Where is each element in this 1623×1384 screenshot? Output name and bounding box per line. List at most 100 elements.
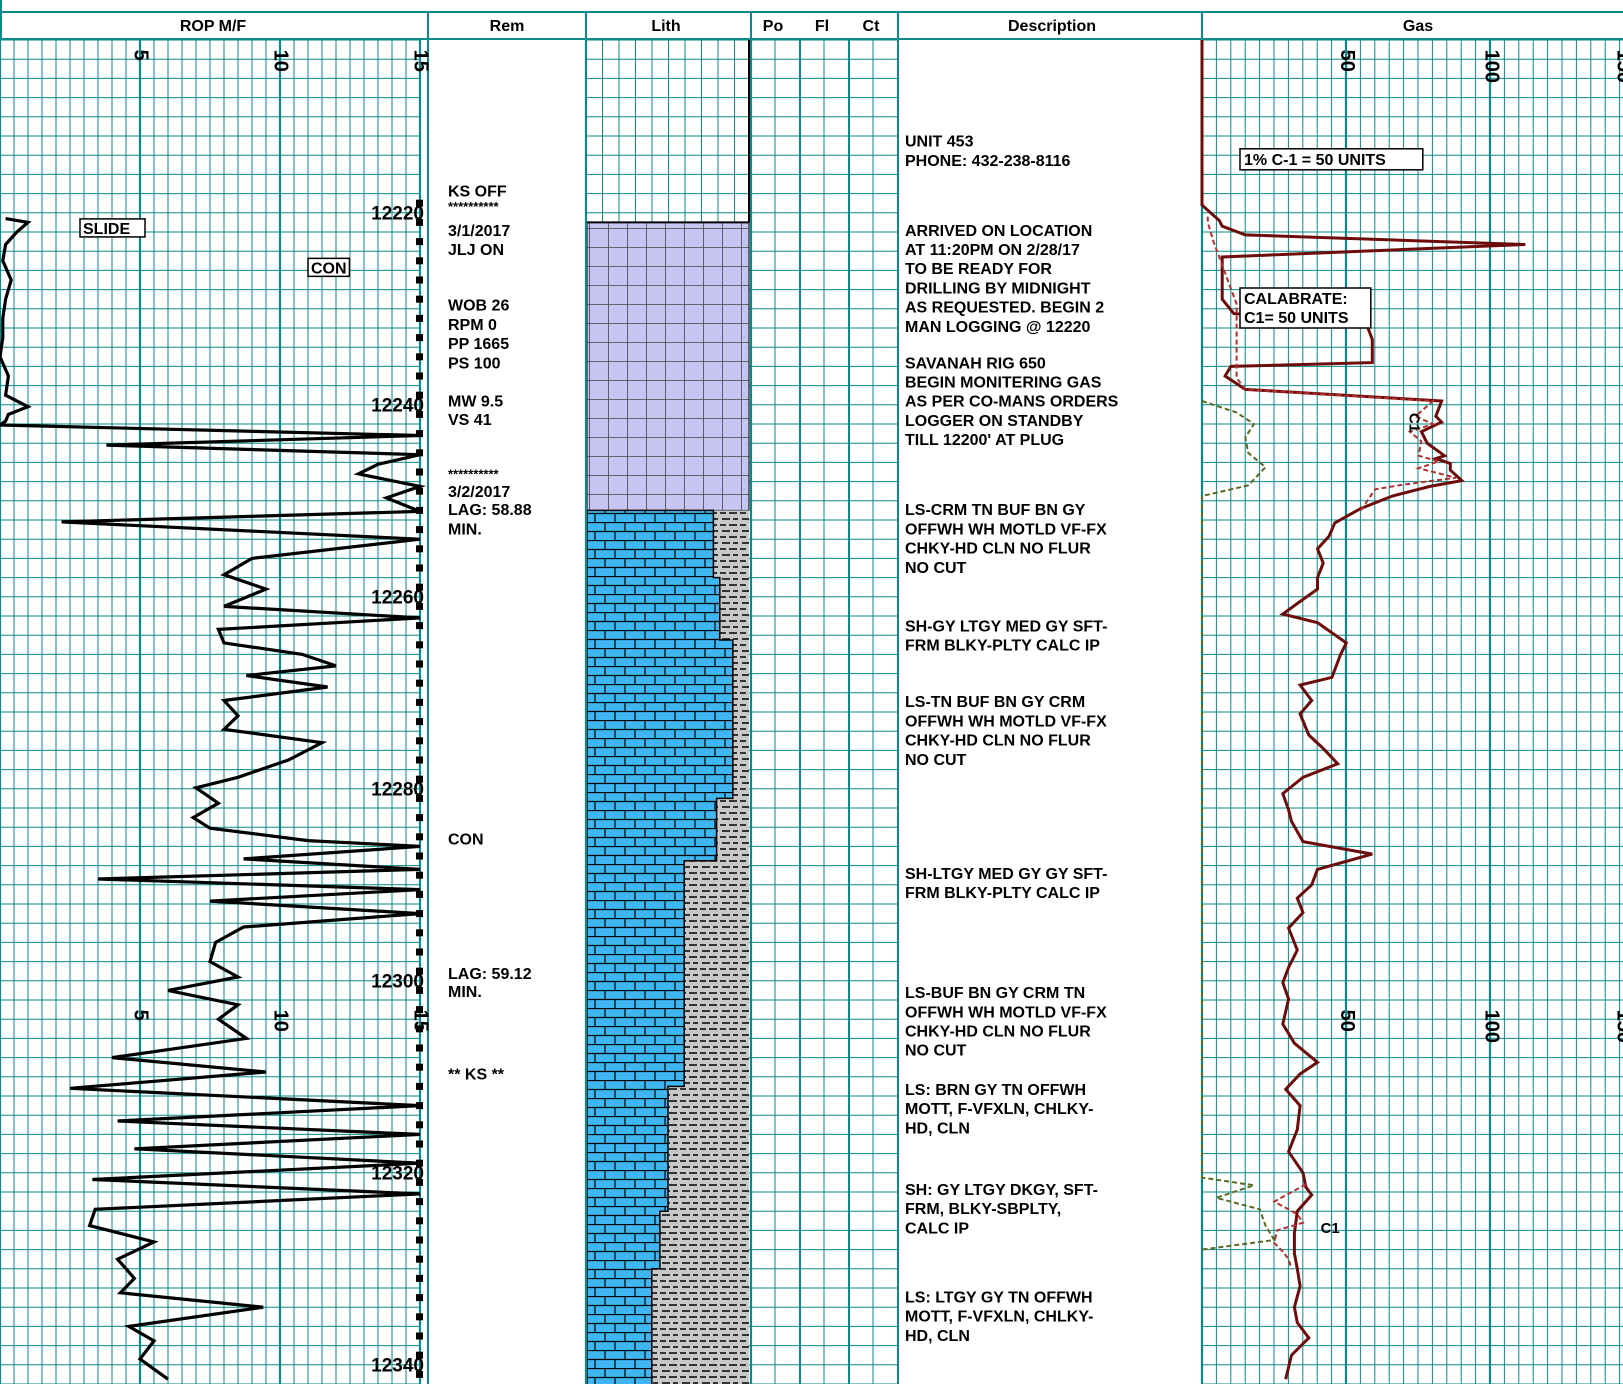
rop-scale-label: 15: [410, 1010, 432, 1032]
header-fl: Fl: [815, 18, 829, 35]
lithology-column: [586, 40, 750, 1384]
depth-tick: [416, 660, 423, 668]
depth-tick: [416, 391, 423, 399]
c1-curve: [1206, 216, 1457, 1270]
depth-tick: [416, 218, 423, 226]
depth-tick: [416, 622, 423, 630]
description-line: TO BE READY FOR: [905, 261, 1052, 278]
c1-marker-label: C1: [1405, 413, 1422, 432]
depth-label: 12320: [371, 1163, 424, 1184]
description-line: OFFWH WH MOTLD VF-FX: [905, 713, 1107, 730]
gas-scale-label: 50: [1336, 1010, 1358, 1032]
depth-tick: [416, 718, 423, 726]
depth-tick: [416, 353, 423, 361]
depth-tick: [416, 871, 423, 879]
header-description: Description: [1008, 18, 1096, 35]
description-line: AS REQUESTED. BEGIN 2: [905, 300, 1104, 317]
description-line: CHKY-HD CLN NO FLUR: [905, 541, 1091, 558]
depth-label: 12340: [371, 1355, 424, 1376]
gas-annotation-box: [1239, 148, 1424, 171]
description-line: SH: GY LTGY DKGY, SFT-: [905, 1182, 1098, 1199]
header-gas: Gas: [1403, 18, 1433, 35]
depth-tick: [416, 257, 423, 265]
remark-text: VS 41: [448, 412, 492, 429]
depth-tick: [416, 468, 423, 476]
depth-tick: [416, 775, 423, 783]
depth-tick: [416, 583, 423, 591]
depth-tick: [416, 372, 423, 380]
remark-text: 3/2/2017: [448, 484, 510, 501]
remark-text: ** KS **: [448, 1067, 505, 1084]
gas-scale-label: 150: [1613, 1010, 1623, 1043]
remark-text: RPM 0: [448, 317, 497, 334]
depth-label: 12220: [371, 203, 424, 224]
description-line: SH-GY LTGY MED GY SFT-: [905, 618, 1107, 635]
remark-text: PP 1665: [448, 336, 509, 353]
depth-tick: [416, 1294, 423, 1302]
depth-tick: [416, 1351, 423, 1359]
track-dividers: [427, 12, 1203, 1384]
rop-scale-label: 10: [270, 50, 292, 72]
limestone-interval: [586, 509, 734, 1384]
depth-tick: [416, 1313, 423, 1321]
description-line: OFFWH WH MOTLD VF-FX: [905, 1004, 1107, 1021]
gas-scale-label: 100: [1480, 50, 1502, 83]
depth-tick: [416, 1121, 423, 1129]
depth-tick: [416, 794, 423, 802]
rop-curve: [0, 217, 427, 1381]
depth-tick: [416, 276, 423, 284]
depth-tick: [416, 852, 423, 860]
description-line: DRILLING BY MIDNIGHT: [905, 280, 1091, 297]
depth-tick: [416, 698, 423, 706]
depth-label: 12300: [371, 971, 424, 992]
depth-tick: [416, 410, 423, 418]
description-line: LS-TN BUF BN GY CRM: [905, 694, 1085, 711]
rop-annotation-label: SLIDE: [83, 221, 130, 238]
depth-tick: [416, 1332, 423, 1340]
depth-tick: [416, 314, 423, 322]
description-line: NO CUT: [905, 752, 967, 769]
remark-text: WOB 26: [448, 298, 509, 315]
depth-tick: [416, 1006, 423, 1014]
depth-tick: [416, 199, 423, 207]
gas-annotation-box: [1239, 287, 1372, 329]
rop-scale-label: 15: [410, 50, 432, 72]
description-line: LS: LTGY GY TN OFFWH: [905, 1289, 1093, 1306]
depth-tick: [416, 334, 423, 342]
depth-tick: [416, 890, 423, 898]
depth-tick: [416, 967, 423, 975]
description-line: TILL 12200' AT PLUG: [905, 432, 1064, 449]
depth-tick: [416, 910, 423, 918]
depth-tick: [416, 641, 423, 649]
description-line: CALC IP: [905, 1220, 969, 1237]
depth-tick: [416, 1140, 423, 1148]
depth-tick: [416, 1082, 423, 1090]
description-line: FRM BLKY-PLTY CALC IP: [905, 638, 1100, 655]
description-line: UNIT 453: [905, 134, 974, 151]
description-line: SAVANAH RIG 650: [905, 355, 1046, 372]
depth-tick: [416, 929, 423, 937]
depth-tick: [416, 814, 423, 822]
description-line: LS-CRM TN BUF BN GY: [905, 502, 1086, 519]
depth-tick: [416, 1178, 423, 1186]
depth-tick: [416, 756, 423, 764]
remark-text: PS 100: [448, 355, 501, 372]
gas-track: 1% C-1 = 50 UNITS CALABRATE: C1= 50 UNITS C…: [1200, 40, 1526, 1380]
description-line: MOTT, F-VFXLN, CHLKY-: [905, 1101, 1093, 1118]
depth-tick: [416, 526, 423, 534]
gas-annotation-label: 1% C-1 = 50 UNITS: [1244, 152, 1386, 169]
rop-track: SLIDE CON: [0, 217, 427, 1381]
header-rem: Rem: [490, 18, 525, 35]
column-header-row: ROP M/F Rem Lith Po Fl Ct Description Ga…: [0, 0, 1623, 40]
description-line: MAN LOGGING @ 12220: [905, 319, 1091, 336]
description-line: FRM BLKY-PLTY CALC IP: [905, 885, 1100, 902]
depth-tick: [416, 1159, 423, 1167]
description-line: LS-BUF BN GY CRM TN: [905, 985, 1085, 1002]
gas-scale-label: 50: [1336, 50, 1358, 72]
total-gas-curve: [1200, 40, 1526, 1380]
description-line: CHKY-HD CLN NO FLUR: [905, 733, 1091, 750]
rop-annotation-box: [79, 218, 146, 238]
depth-tick: [416, 545, 423, 553]
depth-tick: [416, 602, 423, 610]
remark-text: JLJ ON: [448, 242, 504, 259]
